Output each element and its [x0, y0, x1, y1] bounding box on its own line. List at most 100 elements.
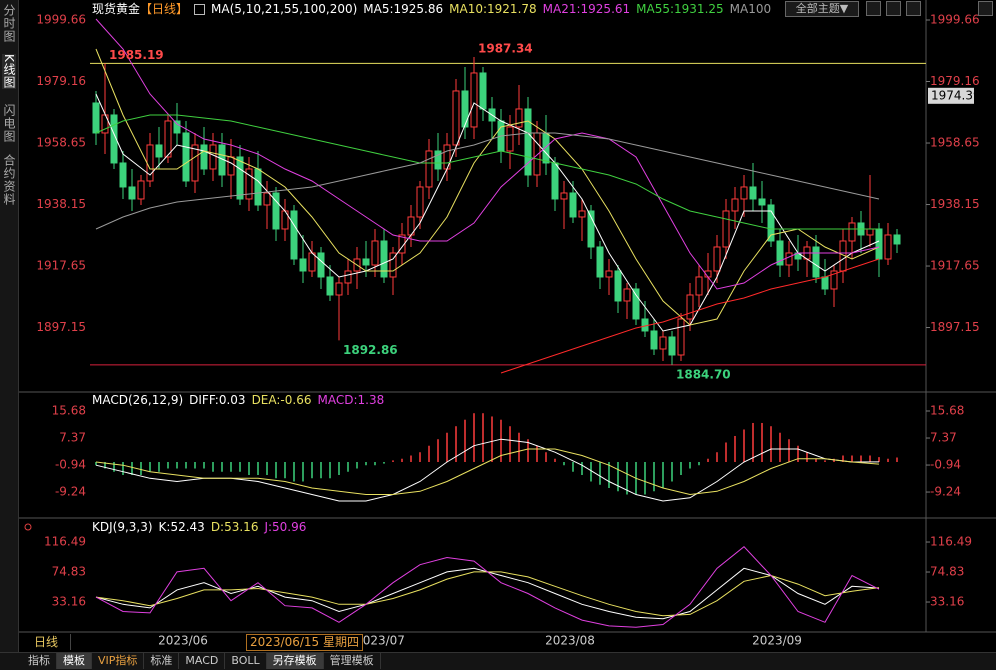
legend-entry: MA21:1925.61: [542, 2, 631, 16]
candle-body: [326, 276, 334, 296]
sidebar-tab[interactable]: K线图: [2, 54, 16, 89]
candle-body: [137, 180, 145, 200]
y-tick-label: -0.94: [930, 458, 961, 472]
icon-button[interactable]: [886, 1, 901, 16]
candle-body: [812, 246, 820, 278]
y-tick-label: 1897.15: [36, 320, 86, 334]
candle-body: [290, 210, 298, 260]
icon-button[interactable]: [906, 1, 921, 16]
candle-body: [506, 126, 514, 152]
y-tick-label: -9.24: [55, 485, 86, 499]
toolbar-button[interactable]: 管理模板: [324, 653, 381, 669]
y-tick-label: 1979.16: [36, 74, 86, 88]
x-tick-label: 2023/07: [355, 634, 405, 648]
toolbar: 指标 模板 VIP指标 标准 MACD BOLL 另存模板 管理模板: [22, 653, 381, 669]
toolbar-button[interactable]: 模板: [57, 653, 92, 669]
candle-body: [335, 282, 343, 296]
legend-entry: MA100: [729, 2, 772, 16]
candle-body: [668, 336, 676, 356]
indicator-line: [500, 258, 880, 374]
period-label[interactable]: 日线: [22, 634, 71, 650]
candle-body: [677, 318, 685, 356]
candle-body: [479, 72, 487, 110]
y-tick-label: -9.24: [930, 485, 961, 499]
toolbar-button[interactable]: BOLL: [225, 653, 267, 669]
candle-body: [470, 72, 478, 128]
candle-body: [164, 120, 172, 158]
candle-body: [344, 270, 352, 284]
icon-button[interactable]: [978, 1, 993, 16]
candle-body: [533, 132, 541, 176]
sidebar-tab[interactable]: 闪电图: [2, 104, 16, 143]
candle-body: [686, 294, 694, 320]
pane-header: MACD(26,12,9) DIFF:0.03 DEA:-0.66 MACD:1.38: [92, 393, 384, 407]
indicator-name: MACD(26,12,9): [92, 393, 184, 407]
candle-body: [596, 246, 604, 278]
candle-body: [92, 102, 100, 134]
indicator-name: MA(5,10,21,55,100,200): [211, 2, 358, 16]
theme-button[interactable]: 全部主题▼: [785, 1, 859, 17]
sidebar-tab[interactable]: 合约资料: [2, 154, 16, 206]
candle-body: [587, 210, 595, 248]
icon-button[interactable]: [866, 1, 881, 16]
y-tick-label: 1958.65: [36, 136, 86, 150]
legend-entry: MA55:1931.25: [636, 2, 724, 16]
cursor-date: 2023/06/15 星期四: [246, 634, 363, 651]
y-tick-label: 1897.15: [930, 320, 980, 334]
candle-body: [308, 252, 316, 272]
candle-body: [551, 162, 559, 200]
y-tick-label: 1917.65: [930, 259, 980, 273]
candle-body: [830, 270, 838, 290]
candle-body: [875, 228, 883, 260]
indicator-line: [95, 18, 880, 290]
legend-entry: MA5:1925.86: [363, 2, 444, 16]
indicator-line: [95, 114, 879, 230]
candle-body: [317, 252, 325, 278]
sidebar: 分时图 K线图 闪电图 合约资料: [0, 0, 19, 652]
indicator-line: [95, 48, 880, 326]
candle-body: [524, 108, 532, 176]
y-tick-label: 7.37: [59, 431, 86, 445]
candle-body: [119, 162, 127, 188]
candle-body: [110, 114, 118, 164]
y-tick-label: 7.37: [930, 431, 957, 445]
y-tick-label: 33.16: [930, 595, 964, 609]
toolbar-button[interactable]: 标准: [144, 653, 180, 669]
candle-body: [578, 210, 586, 218]
candle-body: [173, 120, 181, 134]
price-annotation: 1892.86: [343, 343, 398, 357]
indicator-line: [95, 93, 880, 332]
y-tick-label: 1999.66: [930, 12, 980, 26]
candle-body: [443, 144, 451, 170]
candle-body: [236, 156, 244, 200]
sidebar-tab[interactable]: 分时图: [2, 4, 16, 43]
y-tick-label: 74.83: [930, 565, 964, 579]
candle-body: [740, 186, 748, 200]
pane-header: KDJ(9,3,3) K:52.43 D:53.16 J:50.96: [92, 520, 306, 534]
candle-body: [866, 228, 874, 236]
candle-body: [821, 276, 829, 290]
y-tick-label: 15.68: [930, 404, 964, 418]
toolbar-button[interactable]: VIP指标: [92, 653, 145, 669]
candle-body: [362, 258, 370, 266]
toolbar-bg: [0, 652, 996, 670]
indicator-line: [95, 448, 880, 496]
legend-entry: K:52.43: [158, 520, 205, 534]
toolbar-button[interactable]: 指标: [22, 653, 57, 669]
toolbar-button[interactable]: 另存模板: [266, 653, 324, 669]
y-tick-label: 1938.15: [36, 197, 86, 211]
candle-body: [272, 192, 280, 230]
candle-body: [632, 288, 640, 320]
candle-body: [623, 288, 631, 302]
candle-body: [560, 192, 568, 200]
kdj-icon: [24, 523, 32, 531]
candle-body: [191, 144, 199, 182]
toolbar-button[interactable]: MACD: [179, 653, 226, 669]
y-tick-label: 1938.15: [930, 197, 980, 211]
candle-body: [776, 240, 784, 266]
candle-body: [416, 186, 424, 218]
candle-body: [650, 330, 658, 350]
y-tick-label: 1958.65: [930, 136, 980, 150]
